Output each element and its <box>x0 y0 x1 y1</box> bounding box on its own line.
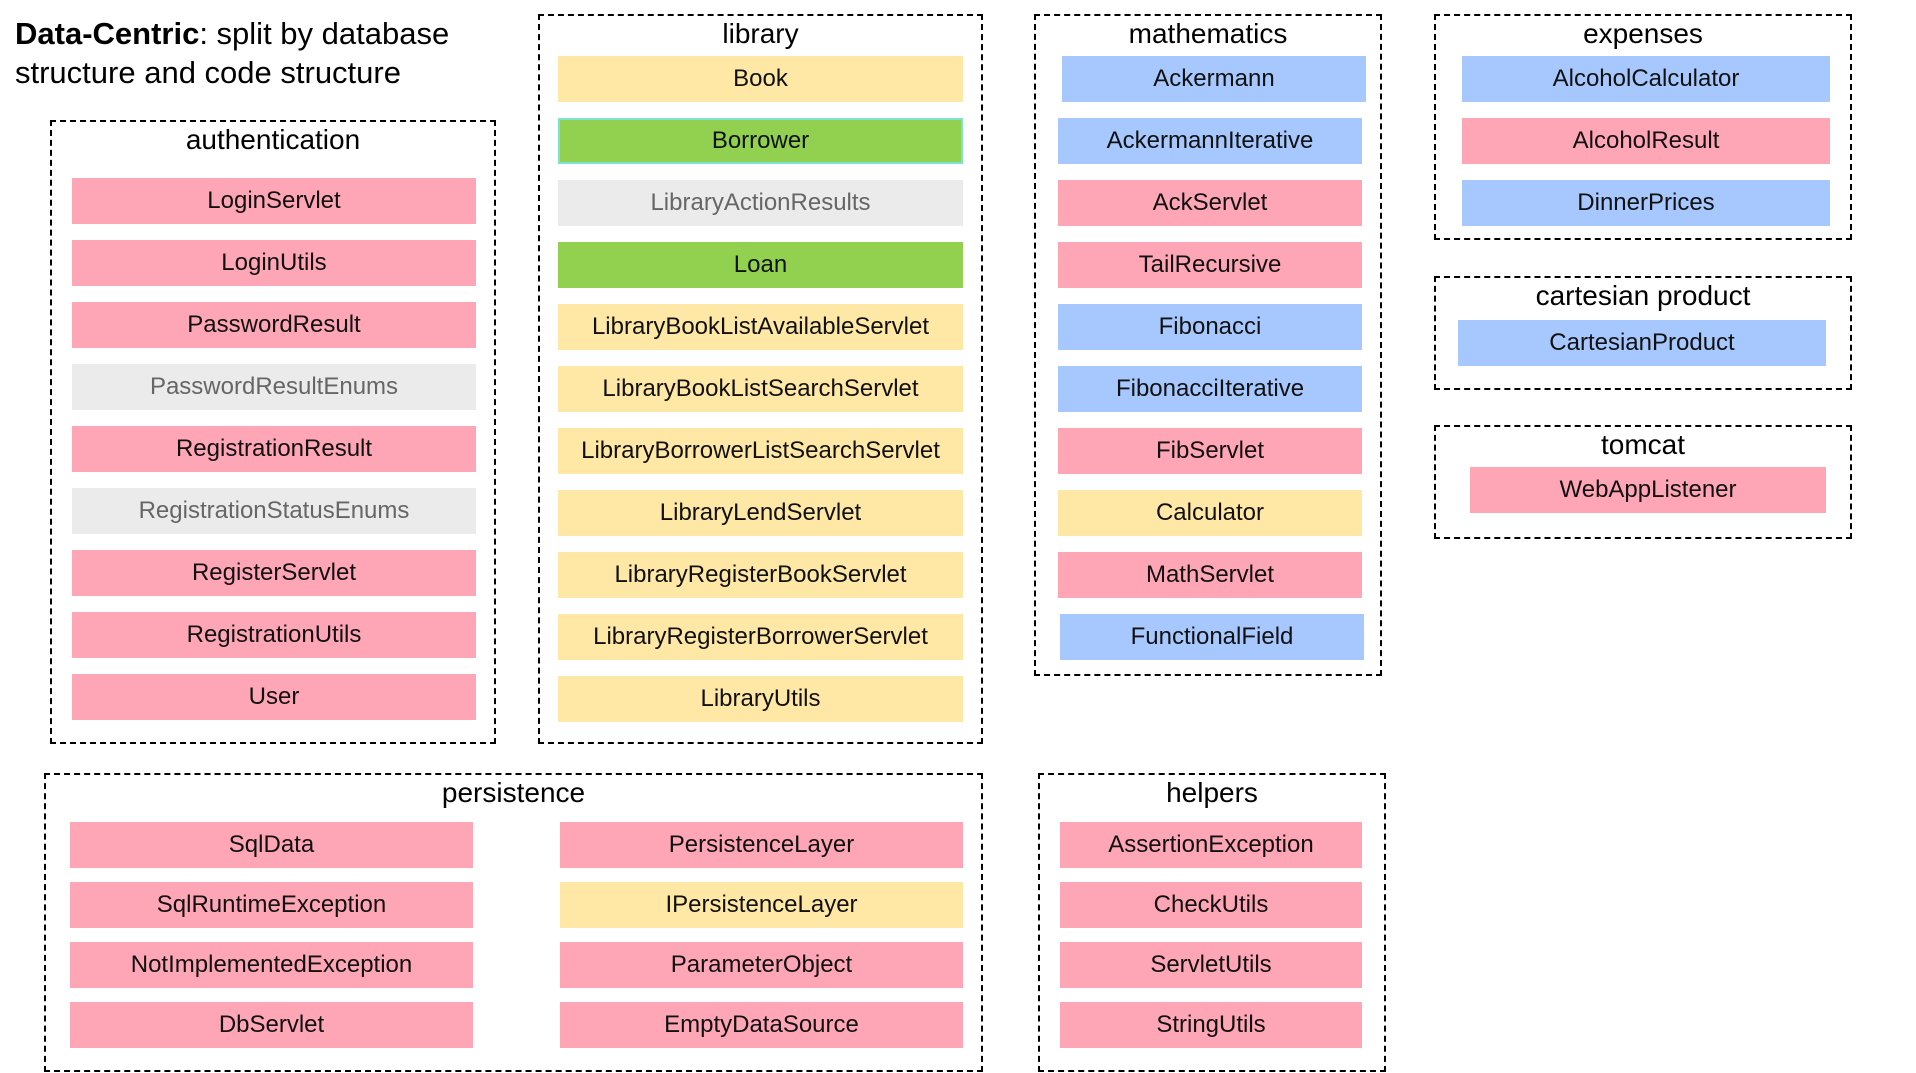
class-box: LibraryRegisterBorrowerServlet <box>558 614 963 660</box>
group-helpers: helpers AssertionException CheckUtils Se… <box>1038 773 1386 1072</box>
class-box: AssertionException <box>1060 822 1362 868</box>
class-box: CheckUtils <box>1060 882 1362 928</box>
class-box: RegisterServlet <box>72 550 476 596</box>
class-box: AlcoholCalculator <box>1462 56 1830 102</box>
diagram-title: Data-Centric: split by database structur… <box>15 14 535 92</box>
class-box: StringUtils <box>1060 1002 1362 1048</box>
class-box: RegistrationResult <box>72 426 476 472</box>
group-persistence: persistence SqlData SqlRuntimeException … <box>44 773 983 1072</box>
class-box: LibraryBorrowerListSearchServlet <box>558 428 963 474</box>
class-box: TailRecursive <box>1058 242 1362 288</box>
class-box: LoginUtils <box>72 240 476 286</box>
class-box: FibServlet <box>1058 428 1362 474</box>
class-box: PasswordResult <box>72 302 476 348</box>
class-box: PasswordResultEnums <box>72 364 476 410</box>
class-box: AckermannIterative <box>1058 118 1362 164</box>
class-box: SqlData <box>70 822 473 868</box>
group-label: cartesian product <box>1535 280 1751 311</box>
group-authentication: authentication LoginServlet LoginUtils P… <box>50 120 496 744</box>
class-box: PersistenceLayer <box>560 822 963 868</box>
class-box: RegistrationUtils <box>72 612 476 658</box>
class-box: LibraryLendServlet <box>558 490 963 536</box>
class-box: FibonacciIterative <box>1058 366 1362 412</box>
class-box: Ackermann <box>1062 56 1366 102</box>
class-box: DbServlet <box>70 1002 473 1048</box>
class-box: ParameterObject <box>560 942 963 988</box>
class-box: LibraryRegisterBookServlet <box>558 552 963 598</box>
class-box: Book <box>558 56 963 102</box>
class-box: EmptyDataSource <box>560 1002 963 1048</box>
group-mathematics: mathematics Ackermann AckermannIterative… <box>1034 14 1382 676</box>
group-label: authentication <box>185 124 361 155</box>
diagram-title-rest: : split by database structure and code s… <box>15 16 450 90</box>
class-box: MathServlet <box>1058 552 1362 598</box>
class-box: DinnerPrices <box>1462 180 1830 226</box>
class-box: Borrower <box>558 118 963 164</box>
group-label: helpers <box>1166 777 1258 808</box>
group-label: persistence <box>441 777 586 808</box>
group-library: library Book Borrower LibraryActionResul… <box>538 14 983 744</box>
group-label: tomcat <box>1600 429 1686 460</box>
class-box: NotImplementedException <box>70 942 473 988</box>
class-box: ServletUtils <box>1060 942 1362 988</box>
class-box: User <box>72 674 476 720</box>
diagram-title-bold: Data-Centric <box>15 16 200 51</box>
group-label: expenses <box>1583 18 1703 49</box>
group-expenses: expenses AlcoholCalculator AlcoholResult… <box>1434 14 1852 240</box>
class-box: Fibonacci <box>1058 304 1362 350</box>
class-box: AckServlet <box>1058 180 1362 226</box>
class-box: LibraryActionResults <box>558 180 963 226</box>
group-label: library <box>722 18 799 49</box>
class-box: WebAppListener <box>1470 467 1826 513</box>
class-box: SqlRuntimeException <box>70 882 473 928</box>
class-box: LibraryUtils <box>558 676 963 722</box>
group-cartesian-product: cartesian product CartesianProduct <box>1434 276 1852 390</box>
class-box: RegistrationStatusEnums <box>72 488 476 534</box>
class-box: LibraryBookListAvailableServlet <box>558 304 963 350</box>
class-box: FunctionalField <box>1060 614 1364 660</box>
class-box: CartesianProduct <box>1458 320 1826 366</box>
group-tomcat: tomcat WebAppListener <box>1434 425 1852 539</box>
class-box: Loan <box>558 242 963 288</box>
class-box: Calculator <box>1058 490 1362 536</box>
class-box: AlcoholResult <box>1462 118 1830 164</box>
group-label: mathematics <box>1128 18 1288 49</box>
class-box: LibraryBookListSearchServlet <box>558 366 963 412</box>
class-box: LoginServlet <box>72 178 476 224</box>
class-box: IPersistenceLayer <box>560 882 963 928</box>
